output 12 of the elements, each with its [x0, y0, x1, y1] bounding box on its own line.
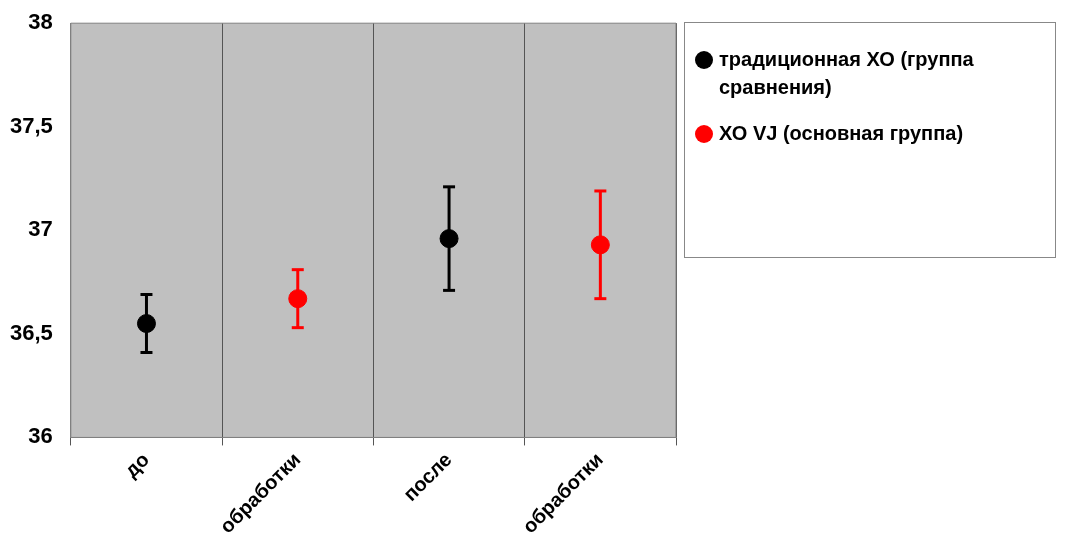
- y-tick-label: 36: [28, 423, 53, 449]
- point: [439, 229, 459, 249]
- x-tick-label: до: [120, 448, 154, 482]
- y-tick-label: 38: [28, 9, 53, 35]
- point: [288, 289, 308, 309]
- point: [590, 235, 610, 255]
- y-tick-label: 37,5: [9, 112, 53, 138]
- point: [136, 314, 156, 334]
- y-tick-label: 37: [28, 216, 53, 242]
- legend-label: традиционная ХО (группа сравнения): [719, 47, 975, 100]
- y-tick-label: 36,5: [9, 319, 53, 345]
- legend-label: ХО VJ (основная группа): [719, 121, 964, 146]
